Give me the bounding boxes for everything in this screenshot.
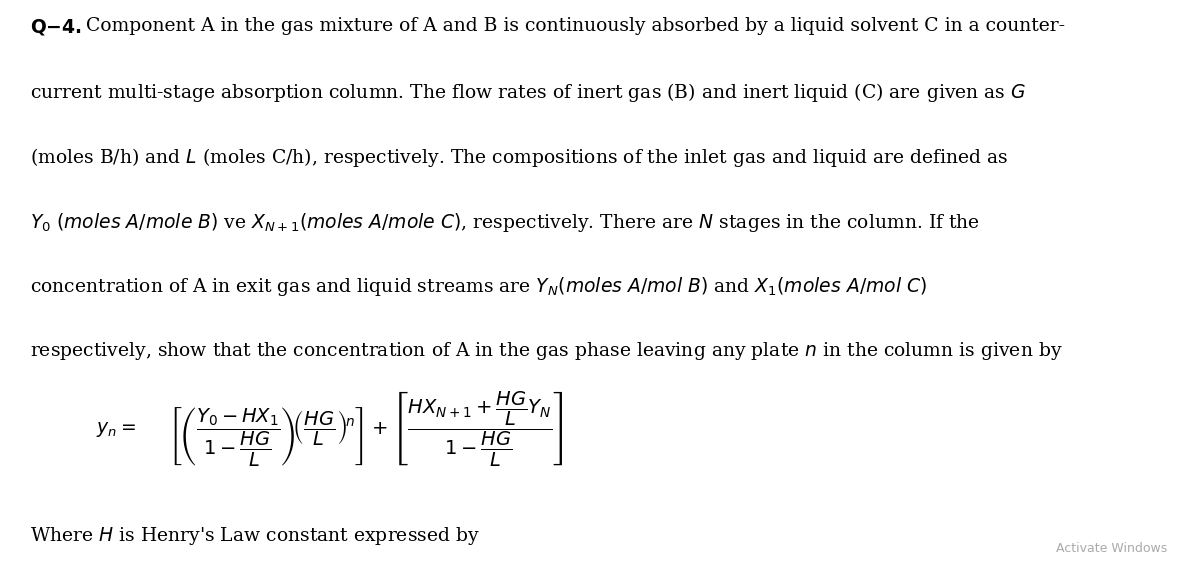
Text: $\mathbf{Q\mathbf{-}4.}$: $\mathbf{Q\mathbf{-}4.}$ <box>30 17 81 37</box>
Text: concentration of A in exit gas and liquid streams are $Y_N$$\mathit{(moles\ A/mo: concentration of A in exit gas and liqui… <box>30 275 928 298</box>
Text: current multi-stage absorption column. The flow rates of inert gas (B) and inert: current multi-stage absorption column. T… <box>30 81 1026 105</box>
Text: respectively, show that the concentration of A in the gas phase leaving any plat: respectively, show that the concentratio… <box>30 340 1063 362</box>
Text: $y_n =$: $y_n =$ <box>96 420 135 439</box>
Text: $Y_0$ $\mathit{(moles\ A/mole\ B)}$ ve $X_{N+1}$$\mathit{(moles\ A/mole\ C)}$, r: $Y_0$ $\mathit{(moles\ A/mole\ B)}$ ve $… <box>30 211 980 234</box>
Text: $\left[\left(\dfrac{Y_0 - HX_1}{1 - \dfrac{HG}{L}}\right)\!\left(\dfrac{HG}{L}\r: $\left[\left(\dfrac{Y_0 - HX_1}{1 - \dfr… <box>168 391 564 469</box>
Text: Component A in the gas mixture of A and B is continuously absorbed by a liquid s: Component A in the gas mixture of A and … <box>86 17 1065 35</box>
Text: (moles B/h) and $L$ (moles C/h), respectively. The compositions of the inlet gas: (moles B/h) and $L$ (moles C/h), respect… <box>30 146 1008 169</box>
Text: Activate Windows: Activate Windows <box>1056 542 1167 555</box>
Text: Where $H$ is Henry's Law constant expressed by: Where $H$ is Henry's Law constant expres… <box>30 525 480 547</box>
